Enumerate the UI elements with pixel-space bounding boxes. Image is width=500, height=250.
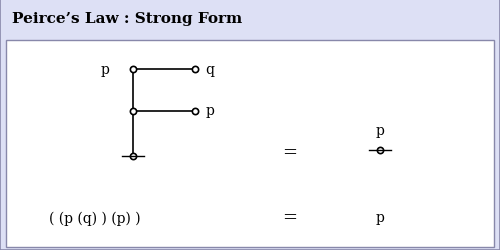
Text: ( (p (q) ) (p) ): ( (p (q) ) (p) ) [49,210,141,225]
Text: p: p [100,62,110,76]
Text: Peirce’s Law : Strong Form: Peirce’s Law : Strong Form [12,12,243,26]
Text: =: = [282,208,298,226]
Text: p: p [376,210,384,224]
Text: q: q [206,62,214,76]
Text: p: p [376,123,384,137]
Text: =: = [282,143,298,161]
Bar [6,41,494,247]
Text: p: p [206,104,214,118]
